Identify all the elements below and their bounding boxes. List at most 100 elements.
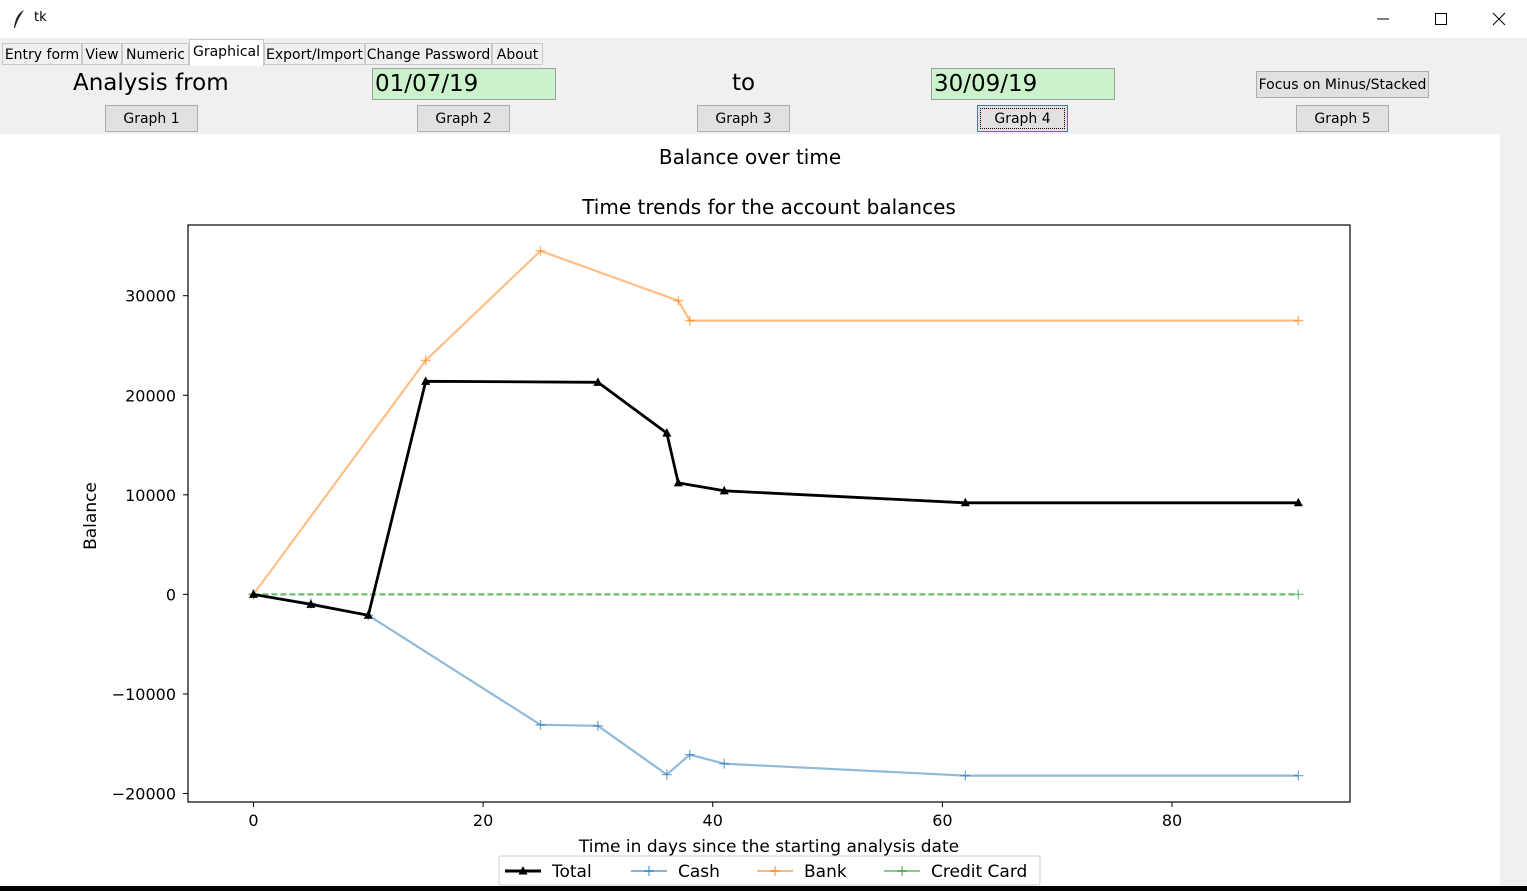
focus-minus-stacked-button[interactable]: Focus on Minus/Stacked <box>1256 71 1429 98</box>
tab-graphical[interactable]: Graphical <box>189 39 264 66</box>
data-point <box>248 589 258 598</box>
graph-5-button[interactable]: Graph 5 <box>1296 105 1389 132</box>
legend-marker-shape <box>644 866 654 876</box>
legend-item-bank: Bank <box>757 862 847 882</box>
data-point-marker <box>420 355 431 366</box>
y-tick-label: −20000 <box>112 785 176 804</box>
close-icon <box>1492 12 1506 26</box>
right-panel <box>1500 134 1527 887</box>
tab-entry-form[interactable]: Entry form <box>2 43 82 65</box>
window-title: tk <box>34 10 47 25</box>
bottom-border <box>0 886 1527 891</box>
data-point <box>719 758 730 769</box>
legend-label: Cash <box>678 862 720 882</box>
graph-1-button[interactable]: Graph 1 <box>105 105 198 132</box>
data-point <box>684 315 695 326</box>
y-tick-label: 30000 <box>125 287 176 306</box>
data-point <box>593 377 603 386</box>
legend-marker <box>644 866 654 876</box>
data-point <box>535 719 546 730</box>
x-tick-label: 20 <box>473 811 493 830</box>
analysis-from-label: Analysis from <box>73 70 229 96</box>
data-point-marker <box>306 599 316 608</box>
legend-item-total: Total <box>505 862 592 882</box>
data-point-marker <box>421 376 431 385</box>
data-point <box>1293 497 1303 507</box>
maximize-button[interactable] <box>1412 0 1470 38</box>
data-point-marker <box>661 769 672 780</box>
close-button[interactable] <box>1470 0 1527 38</box>
legend-marker-shape <box>897 866 907 876</box>
tab-numeric[interactable]: Numeric <box>122 43 189 65</box>
data-point-marker <box>1293 589 1304 600</box>
data-point-marker <box>1293 497 1303 507</box>
data-point-marker <box>719 485 729 495</box>
tab-export-import[interactable]: Export/Import <box>264 43 365 65</box>
minimize-button[interactable] <box>1354 0 1412 38</box>
data-point <box>673 477 683 487</box>
legend-marker <box>897 866 907 876</box>
data-point <box>421 376 431 385</box>
to-label: to <box>732 70 756 96</box>
data-point <box>960 497 970 507</box>
series-total <box>248 376 1303 619</box>
series-line-cash <box>253 593 1299 777</box>
data-point-marker <box>1293 770 1304 781</box>
legend-label: Bank <box>804 862 847 882</box>
maximize-icon <box>1435 13 1447 25</box>
from-date-input[interactable] <box>372 68 556 100</box>
legend-label: Credit Card <box>931 862 1027 882</box>
tab-change-password[interactable]: Change Password <box>365 43 492 65</box>
graph-2-button[interactable]: Graph 2 <box>417 105 510 132</box>
data-point-marker <box>673 295 684 306</box>
graph-3-button[interactable]: Graph 3 <box>697 105 790 132</box>
data-point-marker <box>684 749 695 760</box>
data-point <box>662 428 672 437</box>
legend-item-credit-card: Credit Card <box>884 862 1027 882</box>
legend-label: Total <box>551 862 592 882</box>
x-axis-label: Time in days since the starting analysis… <box>578 837 959 857</box>
y-tick-label: 20000 <box>125 386 176 405</box>
x-tick-label: 0 <box>248 811 258 830</box>
minimize-icon <box>1377 18 1389 20</box>
y-tick-label: 10000 <box>125 486 176 505</box>
plot-canvas: Balance over time Time trends for the ac… <box>0 134 1500 887</box>
feather-icon <box>14 10 24 28</box>
chart-title: Time trends for the account balances <box>581 195 956 219</box>
to-date-input[interactable] <box>931 68 1115 100</box>
data-point-marker <box>1293 315 1304 326</box>
x-tick-label: 80 <box>1162 811 1182 830</box>
data-point-marker <box>662 428 672 437</box>
series-credit-card <box>248 589 1304 600</box>
plot-frame <box>187 224 1351 803</box>
series-bank <box>248 245 1304 600</box>
series-cash <box>248 589 1304 781</box>
data-point-marker <box>535 245 546 256</box>
chart-suptitle: Balance over time <box>659 145 841 169</box>
window-titlebar: tk <box>0 0 1527 38</box>
tab-view[interactable]: View <box>82 43 122 65</box>
data-point <box>1293 315 1304 326</box>
data-point-marker <box>960 497 970 507</box>
legend: Total Cash Bank Credit Card <box>498 855 1041 886</box>
data-point <box>684 749 695 760</box>
legend-marker <box>518 866 528 875</box>
legend-item-cash: Cash <box>631 862 720 882</box>
tab-about[interactable]: About <box>492 43 543 65</box>
y-axis-label: Balance <box>81 482 101 550</box>
data-point <box>1293 770 1304 781</box>
data-point-marker <box>363 610 373 619</box>
data-point <box>960 770 971 781</box>
data-point <box>535 245 546 256</box>
graph-4-button[interactable]: Graph 4 <box>977 105 1068 132</box>
data-point-marker <box>960 770 971 781</box>
data-point <box>661 769 672 780</box>
series-line-bank <box>252 249 1299 596</box>
data-point <box>592 720 603 731</box>
legend-marker <box>770 866 780 876</box>
data-point-marker <box>684 315 695 326</box>
data-point <box>719 485 729 495</box>
y-tick-label: 0 <box>166 585 176 604</box>
legend-marker-shape <box>518 866 528 875</box>
data-point-marker <box>592 720 603 731</box>
